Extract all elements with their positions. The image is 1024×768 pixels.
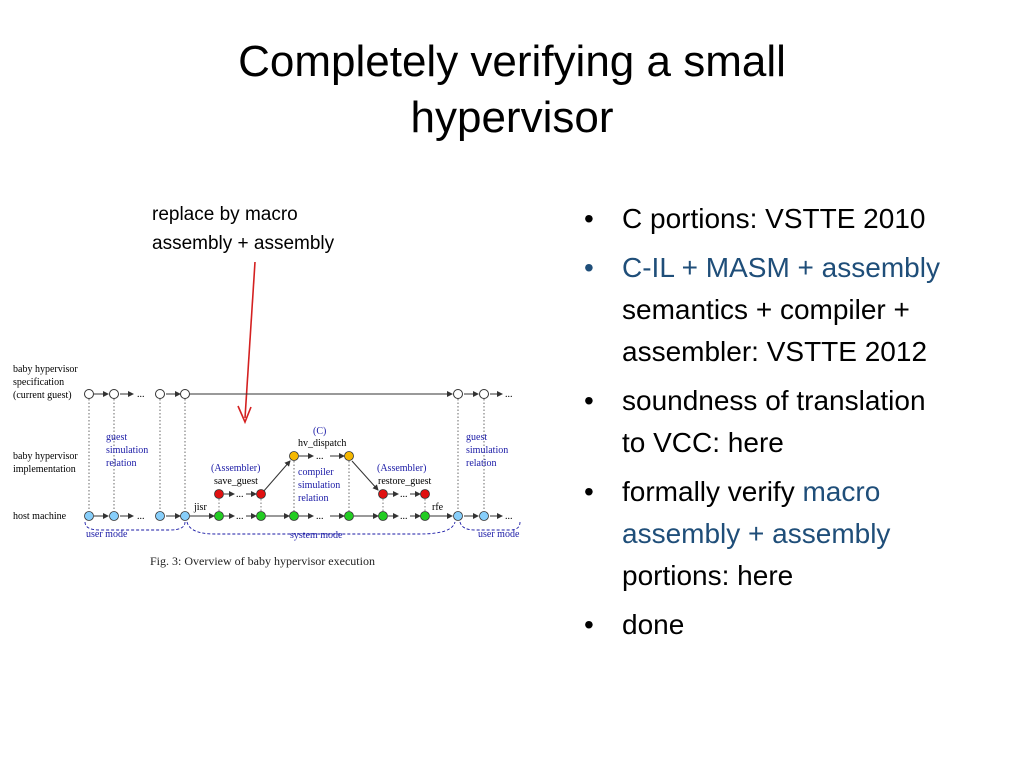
ellipsis: ... xyxy=(505,389,513,400)
ellipsis: ... xyxy=(137,389,145,400)
jisr-label: jisr xyxy=(193,502,207,513)
bullet-highlight: C-IL + MASM + assembly xyxy=(622,252,940,283)
host-node xyxy=(180,511,190,521)
bullet-item: done xyxy=(580,604,1010,646)
annotation-note: replace by macro assembly + assembly xyxy=(152,200,334,258)
ellipsis: ... xyxy=(316,511,324,522)
compiler-sim-2: simulation xyxy=(298,480,340,491)
spec-label-1: baby hypervisor xyxy=(13,364,78,375)
host-label: host machine xyxy=(13,511,67,522)
user-mode-right-label: user mode xyxy=(478,529,520,540)
impl-label-1: baby hypervisor xyxy=(13,451,78,462)
ellipsis: ... xyxy=(236,489,244,500)
compiler-sim-1: compiler xyxy=(298,467,334,478)
annotation-line-1: replace by macro xyxy=(152,204,298,225)
bullet-item: soundness of translation to VCC: here xyxy=(580,380,1010,464)
ellipsis: ... xyxy=(505,511,513,522)
bullet-highlight: macro xyxy=(802,476,881,507)
ellipsis: ... xyxy=(236,511,244,522)
assembler-right-tag: (Assembler) xyxy=(377,463,426,474)
annotation-line-2: assembly + assembly xyxy=(152,233,335,254)
bullet-text: formally verify xyxy=(622,476,803,507)
impl-nodes xyxy=(214,451,430,499)
figure-caption: Fig. 3: Overview of baby hypervisor exec… xyxy=(150,554,375,568)
hypervisor-execution-figure: baby hypervisor specification (current g… xyxy=(13,364,521,568)
spec-node xyxy=(453,389,463,399)
host-node xyxy=(109,511,119,521)
host-node xyxy=(479,511,489,521)
bullet-text: C portions: VSTTE 2010 xyxy=(622,203,926,234)
bullet-item: C-IL + MASM + assembly semantics + compi… xyxy=(580,247,1010,373)
host-node xyxy=(155,511,165,521)
assembler-left-tag: (Assembler) xyxy=(211,463,260,474)
bullet-text: soundness of translation xyxy=(622,385,926,416)
save-guest-label: save_guest xyxy=(214,476,258,487)
bullet-text: portions: here xyxy=(622,560,794,591)
system-mode-label: system mode xyxy=(290,530,343,541)
guest-sim-right-2: simulation xyxy=(466,445,508,456)
bullet-highlight: assembly + assembly xyxy=(622,518,891,549)
user-mode-left-label: user mode xyxy=(86,529,128,540)
assembler-node xyxy=(214,489,224,499)
bullet-item: C portions: VSTTE 2010 xyxy=(580,198,1010,240)
spec-node xyxy=(155,389,165,399)
assembler-node xyxy=(256,489,266,499)
host-nodes xyxy=(84,511,489,521)
bullet-text: done xyxy=(622,609,685,640)
guest-sim-left-2: simulation xyxy=(106,445,148,456)
spec-nodes xyxy=(84,389,489,399)
ellipsis: ... xyxy=(137,511,145,522)
host-node xyxy=(256,511,266,521)
title-line-2: hypervisor xyxy=(410,93,614,142)
guest-sim-right-1: guest xyxy=(466,432,487,443)
system-mode-brace xyxy=(186,521,456,535)
hv-dispatch-label: hv_dispatch xyxy=(298,438,346,449)
row-labels: baby hypervisor specification (current g… xyxy=(13,364,78,522)
assembler-node xyxy=(420,489,430,499)
host-node xyxy=(344,511,354,521)
ellipsis: ... xyxy=(400,489,408,500)
mode-braces xyxy=(84,521,521,535)
spec-node xyxy=(84,389,94,399)
host-node xyxy=(420,511,430,521)
simulation-connectors xyxy=(88,399,485,511)
restore-guest-label: restore_guest xyxy=(378,476,432,487)
ellipsis: ... xyxy=(316,451,324,462)
ellipsis: ... xyxy=(400,511,408,522)
host-node xyxy=(214,511,224,521)
host-node xyxy=(453,511,463,521)
user-mode-right-brace xyxy=(459,521,521,531)
bullet-text: semantics + compiler + xyxy=(622,294,910,325)
rfe-label: rfe xyxy=(432,502,444,513)
compiler-sim-3: relation xyxy=(298,493,329,504)
spec-node xyxy=(180,389,190,399)
title-line-1: Completely verifying a small xyxy=(238,37,786,86)
bullet-item: formally verify macro assembly + assembl… xyxy=(580,471,1010,597)
guest-sim-left-1: guest xyxy=(106,432,127,443)
c-node xyxy=(289,451,299,461)
bullet-text: to VCC: here xyxy=(622,427,784,458)
host-node xyxy=(289,511,299,521)
spec-label-3: (current guest) xyxy=(13,390,72,401)
host-node xyxy=(378,511,388,521)
bullet-text: assembler: VSTTE 2012 xyxy=(622,336,928,367)
assembler-node xyxy=(378,489,388,499)
impl-row xyxy=(224,453,421,497)
spec-label-2: specification xyxy=(13,377,64,388)
guest-sim-right-3: relation xyxy=(466,458,497,469)
bullet-list: C portions: VSTTE 2010 C-IL + MASM + ass… xyxy=(580,198,1010,653)
spec-node xyxy=(109,389,119,399)
impl-label-2: implementation xyxy=(13,464,76,475)
c-tag: (C) xyxy=(313,426,326,437)
guest-sim-left-3: relation xyxy=(106,458,137,469)
slide-title: Completely verifying a small hypervisor xyxy=(100,34,924,146)
spec-node xyxy=(479,389,489,399)
c-node xyxy=(344,451,354,461)
host-node xyxy=(84,511,94,521)
